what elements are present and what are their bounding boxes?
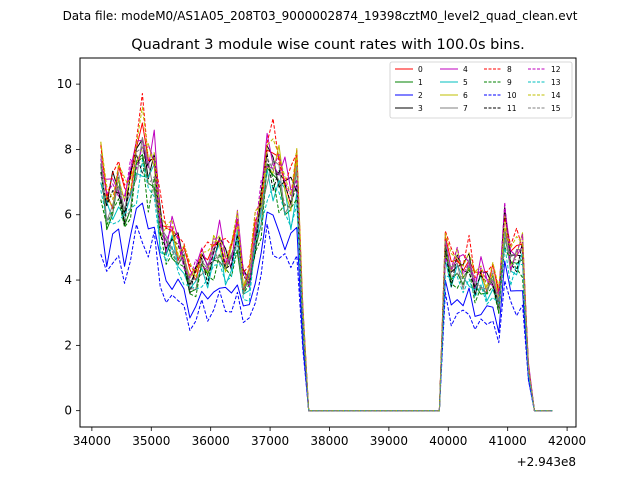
legend-label-9: 9 — [507, 78, 512, 87]
x-offset-label: +2.943e8 — [517, 455, 576, 469]
series-line-13 — [100, 159, 553, 412]
x-tick-label: 42000 — [548, 434, 586, 448]
legend-label-0: 0 — [418, 65, 423, 74]
legend-label-11: 11 — [507, 104, 517, 113]
x-tick-label: 34000 — [73, 434, 111, 448]
legend-label-4: 4 — [463, 65, 468, 74]
series-line-8 — [100, 92, 553, 412]
legend-label-10: 10 — [507, 91, 517, 100]
legend-label-15: 15 — [551, 104, 561, 113]
x-tick-label: 37000 — [251, 434, 289, 448]
y-tick-label: 4 — [64, 273, 72, 287]
y-tick-label: 0 — [64, 404, 72, 418]
x-axis: 34000 35000 36000 37000 38000 39000 40000 41000… — [73, 427, 586, 448]
series-layer — [100, 92, 553, 412]
y-tick-label: 2 — [64, 338, 72, 352]
legend-label-12: 12 — [551, 65, 561, 74]
legend-label-5: 5 — [463, 78, 468, 87]
legend-label-13: 13 — [551, 78, 561, 87]
x-tick-label: 40000 — [429, 434, 467, 448]
chart-title: Quadrant 3 module wise count rates with … — [131, 37, 525, 53]
y-tick-label: 8 — [64, 142, 72, 156]
legend-label-2: 2 — [418, 91, 423, 100]
legend-frame — [389, 61, 573, 119]
x-tick-label: 38000 — [310, 434, 348, 448]
suptitle: Data file: modeM0/AS1A05_208T03_90000028… — [63, 9, 578, 23]
legend-label-7: 7 — [463, 104, 468, 113]
y-tick-label: 10 — [57, 77, 72, 91]
x-tick-label: 35000 — [132, 434, 170, 448]
axes-frame — [79, 57, 577, 428]
x-tick-label: 41000 — [489, 434, 527, 448]
y-axis: 0 2 4 6 8 10 — [57, 77, 80, 418]
legend-label-14: 14 — [551, 91, 561, 100]
legend-label-1: 1 — [418, 78, 423, 87]
y-tick-label: 6 — [64, 208, 72, 222]
series-line-12 — [100, 144, 553, 412]
x-tick-label: 39000 — [370, 434, 408, 448]
series-line-15 — [100, 146, 553, 412]
legend-label-3: 3 — [418, 104, 423, 113]
legend-label-8: 8 — [507, 65, 512, 74]
plot-area: 34000 35000 36000 37000 38000 39000 40000 41000… — [57, 57, 586, 469]
x-tick-label: 36000 — [192, 434, 230, 448]
legend-label-6: 6 — [463, 91, 468, 100]
